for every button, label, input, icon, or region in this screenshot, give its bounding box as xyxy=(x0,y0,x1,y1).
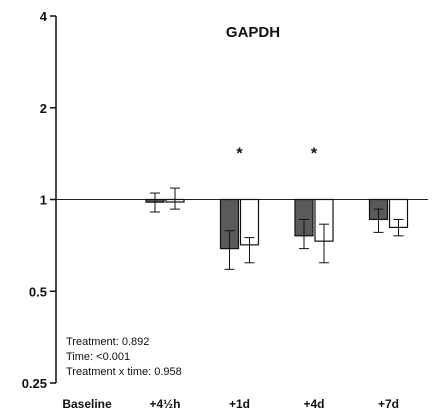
x-tick-label: Baseline xyxy=(62,397,112,411)
x-tick-label: +4½h xyxy=(149,397,180,411)
y-tick-label: 2 xyxy=(40,101,47,116)
x-tick-label: +7d xyxy=(378,397,399,411)
y-tick-label: 1 xyxy=(40,193,47,208)
significance-star: * xyxy=(311,145,318,162)
significance-star: * xyxy=(236,145,243,162)
stats-annotation: Treatment: 0.892 Time: <0.001 Treatment … xyxy=(66,336,182,378)
stat-treatment: Treatment: 0.892 xyxy=(66,336,149,348)
y-tick-label: 0.5 xyxy=(29,284,47,299)
bars-layer xyxy=(145,187,409,270)
x-tick-label: +1d xyxy=(229,397,250,411)
chart-title: GAPDH xyxy=(226,24,280,41)
stat-time: Time: <0.001 xyxy=(66,351,130,363)
x-tick-label: +4d xyxy=(303,397,324,411)
y-tick-label: 4 xyxy=(40,9,48,24)
y-tick-label: 0.25 xyxy=(22,376,47,391)
stat-interaction: Treatment x time: 0.958 xyxy=(66,366,182,378)
axes-layer: 0.25 0.5 1 2 4 Baseline +4½h +1d +4d +7d * * xyxy=(22,9,399,411)
